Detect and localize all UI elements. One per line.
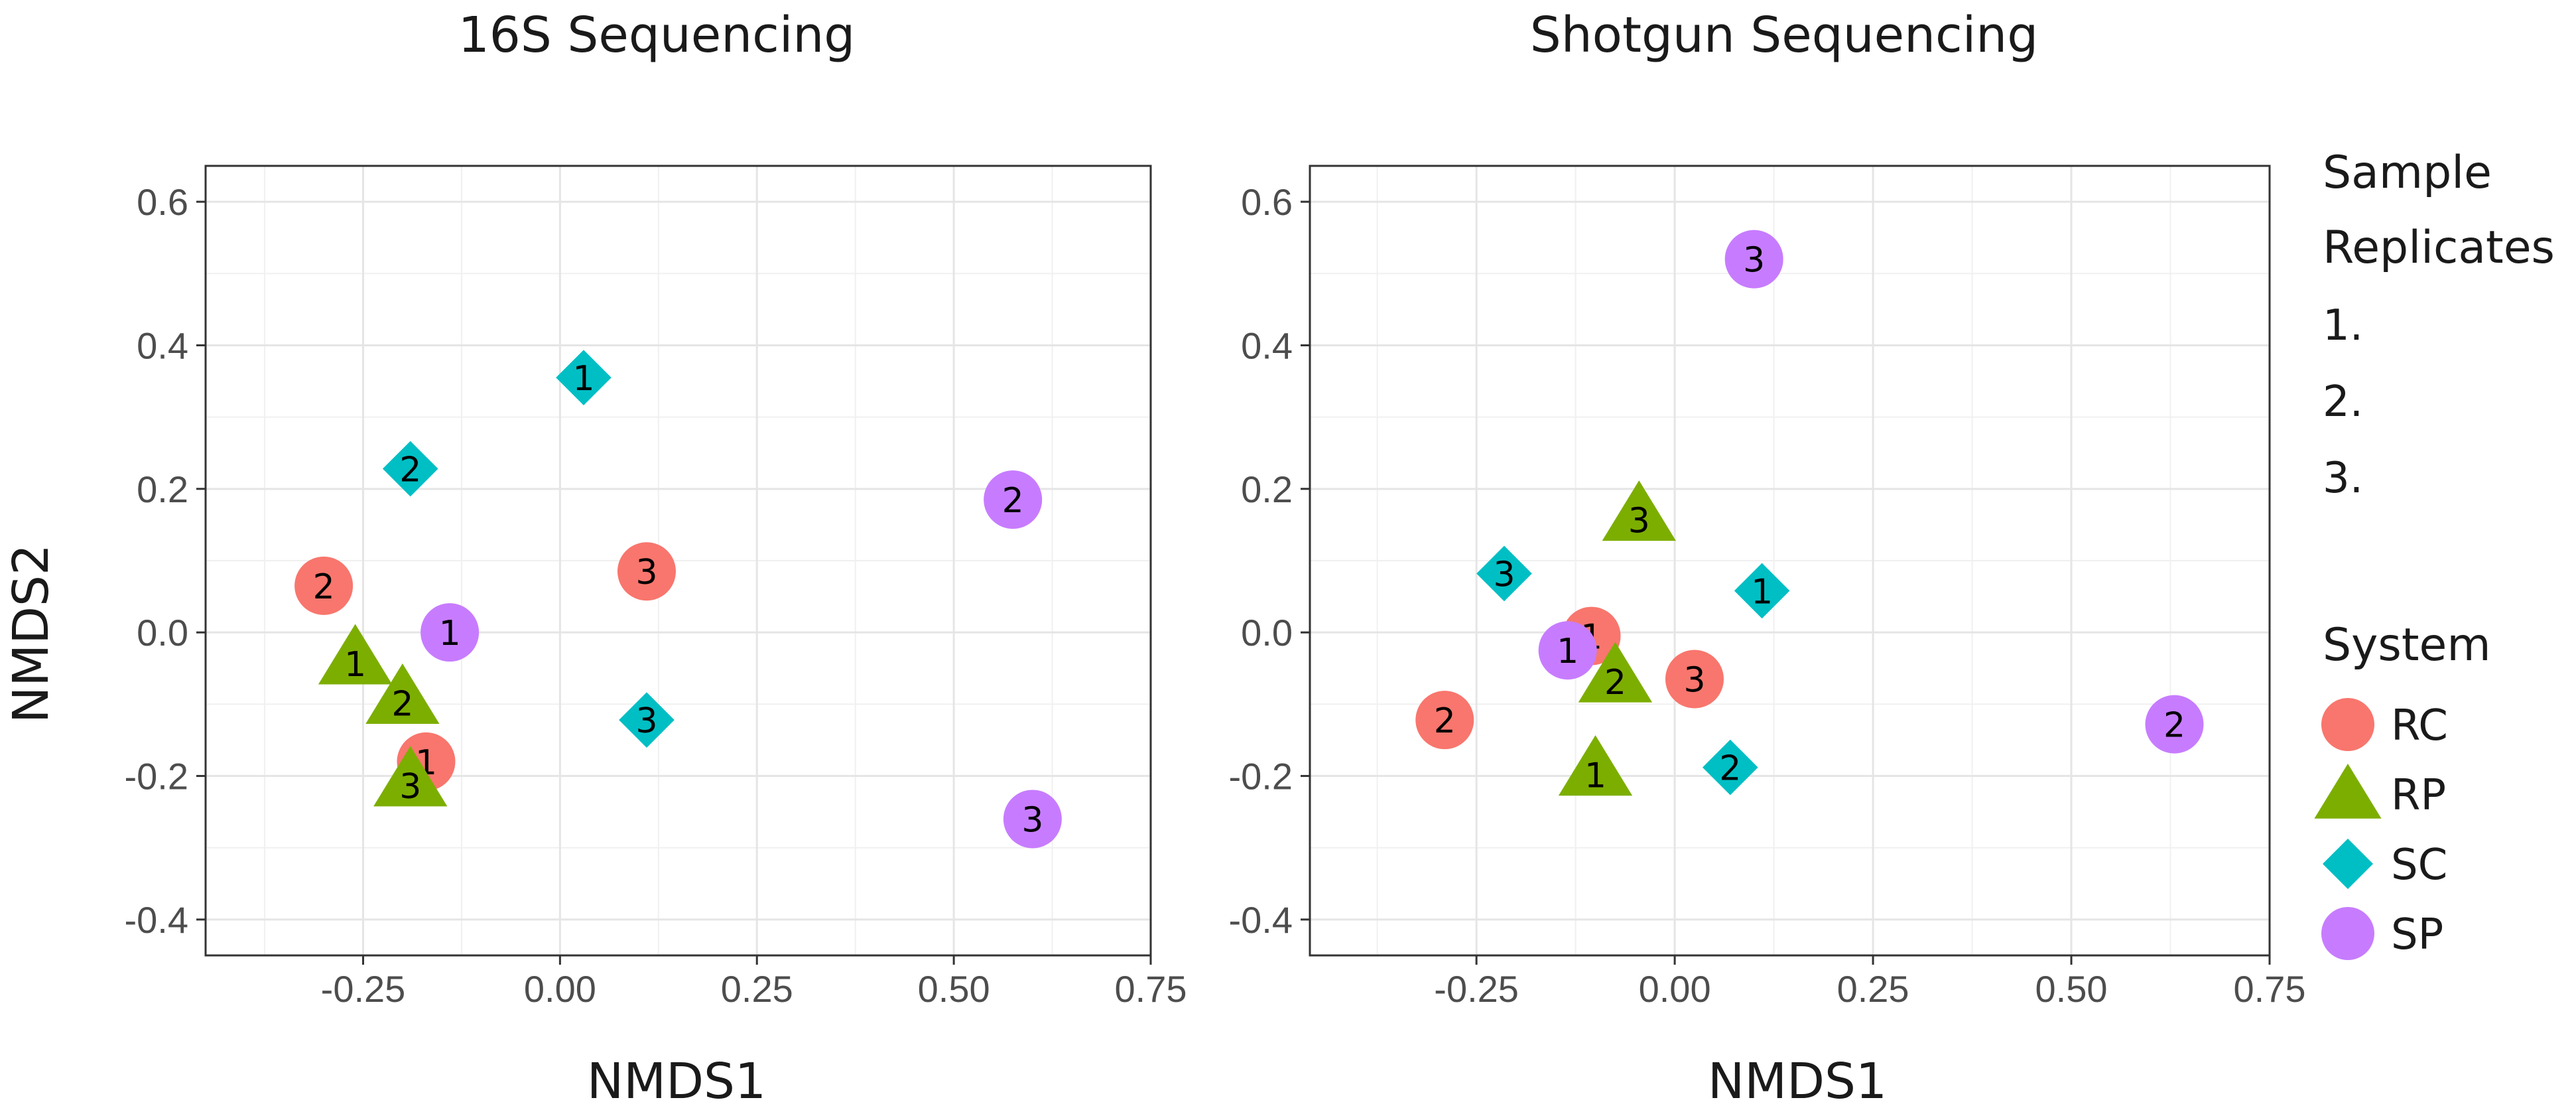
point-label: 1 <box>439 614 461 654</box>
y-tick-label: 0.4 <box>137 324 188 366</box>
x-tick-label: 0.25 <box>721 968 793 1010</box>
legend-label-sp: SP <box>2391 910 2443 959</box>
y-tick-label: 0.4 <box>1241 324 1293 366</box>
point-sp <box>1003 790 1062 849</box>
point-sp <box>420 603 480 662</box>
plot-area-16s: -0.25 0.00 0.25 0.50 0.75 -0.4 -0.2 0.0 0.2 0.4 0.… <box>125 165 1187 1010</box>
point-label: 1 <box>1584 756 1606 796</box>
legend-replicate-2: 2. <box>2323 378 2363 427</box>
point-label: 1 <box>572 359 594 399</box>
point-rc <box>617 542 676 601</box>
x-axis-label-16s: NMDS1 <box>587 1053 766 1110</box>
point-sp <box>2145 695 2204 754</box>
panel-shotgun: Shotgun Sequencing NMDS1 -0.25 0.00 0.25 0.… <box>1229 7 2306 1110</box>
y-tick-label: -0.2 <box>1229 756 1293 798</box>
y-tick-label: -0.4 <box>125 899 189 941</box>
x-tick-label: 0.75 <box>2234 968 2306 1010</box>
point-sc <box>619 692 675 748</box>
y-tick-label: -0.4 <box>1229 899 1293 941</box>
legend-replicate-1: 1. <box>2323 301 2363 350</box>
x-tick-label: -0.25 <box>321 968 406 1010</box>
point-label: 3 <box>635 553 657 592</box>
panel-title-shotgun: Shotgun Sequencing <box>1530 7 2038 64</box>
y-tick-label: 0.6 <box>1241 181 1293 223</box>
point-label: 2 <box>313 567 335 607</box>
point-sc <box>1476 545 1532 602</box>
legend: Sample Replicates 1. 2. 3. System RC RP SC… <box>2314 147 2555 960</box>
point-label: 1 <box>1751 572 1773 612</box>
point-rp <box>365 663 440 725</box>
point-rc <box>294 556 354 615</box>
point-rp <box>1602 480 1676 541</box>
y-tick-label: 0.2 <box>1241 468 1293 510</box>
point-label: 2 <box>2163 706 2185 746</box>
y-tick-label: 0.6 <box>137 181 188 223</box>
point-rp <box>373 746 448 807</box>
legend-replicate-3: 3. <box>2323 454 2363 503</box>
y-axis-label: NMDS2 <box>3 544 60 723</box>
x-tick-label: 0.00 <box>524 968 596 1010</box>
y-tick-label: 0.2 <box>137 468 188 510</box>
point-label: 2 <box>1002 481 1024 521</box>
point-rc <box>1415 691 1474 750</box>
point-label: 3 <box>399 767 421 807</box>
legend-system-title: System <box>2323 619 2491 671</box>
legend-system-keys: RC RP SC SP <box>2314 698 2448 960</box>
panel-border <box>1309 165 2271 957</box>
point-label: 1 <box>1557 632 1578 671</box>
legend-label-sc: SC <box>2391 841 2447 890</box>
point-label: 2 <box>399 451 421 490</box>
point-rp <box>318 624 393 685</box>
point-sc <box>382 441 438 497</box>
legend-key-rp <box>2314 764 2382 819</box>
point-sc <box>556 350 612 405</box>
x-tick-label: 0.00 <box>1639 968 1711 1010</box>
legend-key-sc <box>2323 839 2373 889</box>
x-tick-label: -0.25 <box>1434 968 1519 1010</box>
point-sp <box>984 470 1043 529</box>
point-label: 3 <box>1683 661 1705 701</box>
point-sp <box>1538 621 1597 680</box>
point-label: 2 <box>1719 749 1741 789</box>
plot-area-shotgun: -0.25 0.00 0.25 0.50 0.75 -0.4 -0.2 0.0 0.2 0.4 0.… <box>1229 165 2306 1010</box>
point-label: 2 <box>1434 701 1456 741</box>
legend-key-rc <box>2321 698 2374 751</box>
point-label: 3 <box>1493 555 1515 594</box>
point-label: 3 <box>1021 800 1043 840</box>
legend-replicates-title-line2: Replicates <box>2323 222 2555 274</box>
y-tick-label: 0.0 <box>137 612 188 654</box>
x-axis-label-shotgun: NMDS1 <box>1708 1053 1887 1110</box>
point-label: 2 <box>1604 663 1626 703</box>
legend-label-rp: RP <box>2391 771 2446 820</box>
point-label: 3 <box>635 701 657 741</box>
point-sc <box>1703 739 1758 796</box>
x-tick-label: 0.75 <box>1115 968 1187 1010</box>
point-sp <box>1724 230 1783 289</box>
x-tick-label: 0.25 <box>1837 968 1909 1010</box>
point-label: 1 <box>344 645 366 685</box>
y-tick-label: 0.0 <box>1241 612 1293 654</box>
point-rc <box>1665 650 1724 709</box>
x-tick-label: 0.50 <box>918 968 990 1010</box>
point-sc <box>1734 563 1790 619</box>
x-tick-label: 0.50 <box>2035 968 2108 1010</box>
legend-replicates-title-line1: Sample <box>2323 147 2492 199</box>
legend-label-rc: RC <box>2391 701 2448 750</box>
panel-title-16s: 16S Sequencing <box>458 7 856 64</box>
point-rp <box>1558 735 1633 796</box>
point-label: 3 <box>1743 241 1765 281</box>
y-tick-label: -0.2 <box>125 756 189 798</box>
panel-16s: 16S Sequencing NMDS2 NMDS1 -0.25 0.00 0.25… <box>3 7 1187 1110</box>
legend-key-sp <box>2321 907 2374 960</box>
point-label: 3 <box>1628 502 1650 541</box>
panel-border <box>204 165 1152 957</box>
point-rp <box>1578 642 1653 703</box>
point-label: 2 <box>391 685 413 725</box>
